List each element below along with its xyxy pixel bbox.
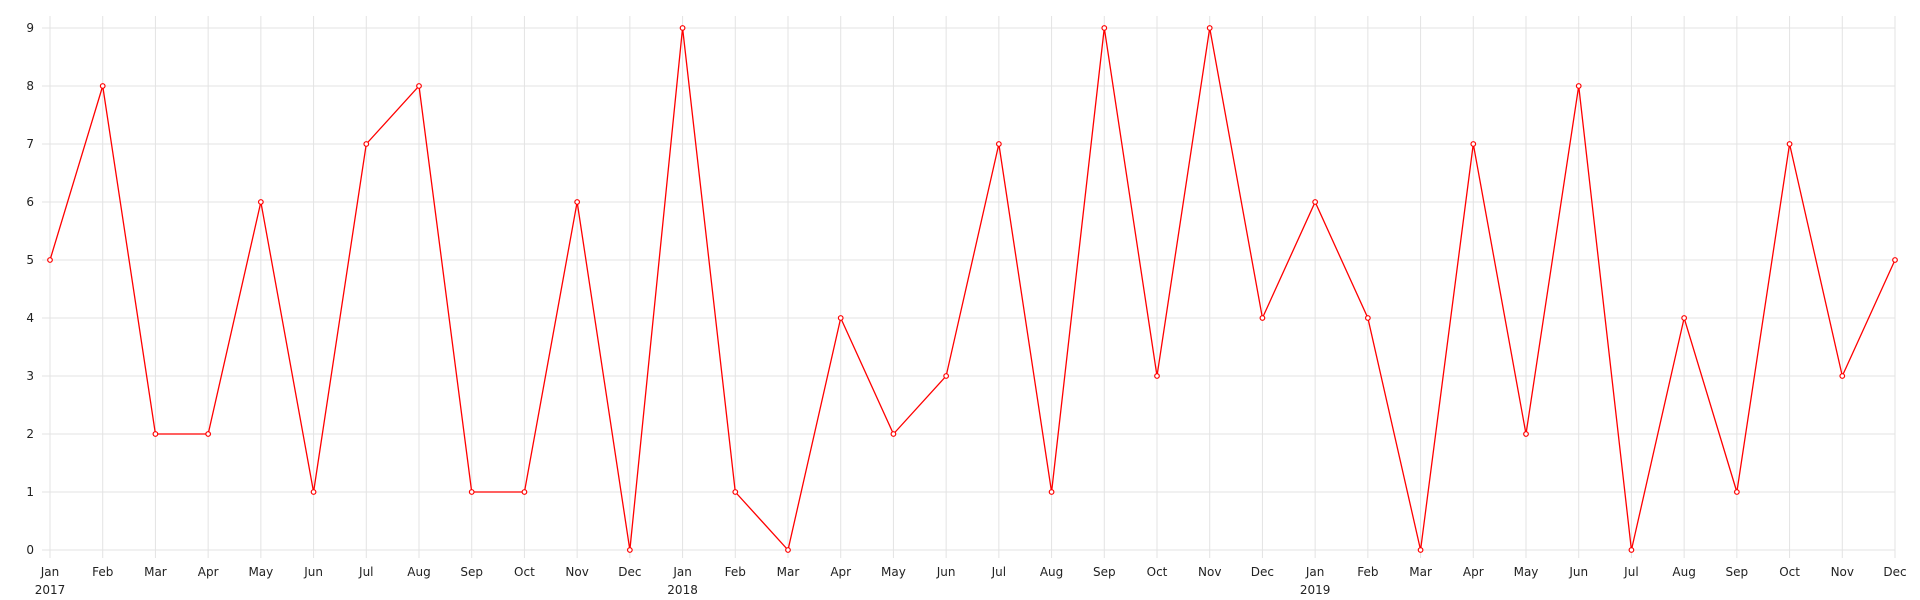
x-tick-label: Jan	[1305, 565, 1325, 579]
x-year-label: 2019	[1300, 583, 1331, 597]
data-point	[1681, 315, 1688, 321]
data-point	[574, 199, 581, 205]
x-tick-label: Nov	[1198, 565, 1221, 579]
x-tick-label: Aug	[1040, 565, 1063, 579]
x-tick-label: Mar	[777, 565, 800, 579]
data-point	[99, 83, 106, 89]
y-tick-label: 0	[26, 543, 34, 557]
data-point	[785, 547, 791, 553]
data-point	[1101, 25, 1108, 31]
x-tick-label: Nov	[565, 565, 588, 579]
x-tick-label: Apr	[1463, 565, 1484, 579]
data-point	[1048, 489, 1055, 495]
data-point	[1364, 315, 1371, 321]
series-line	[49, 27, 1896, 552]
y-tick-label: 8	[26, 79, 34, 93]
y-tick-label: 3	[26, 369, 34, 383]
x-tick-label: Jun	[936, 565, 956, 579]
x-tick-label: Mar	[1409, 565, 1432, 579]
x-tick-label: Jun	[1568, 565, 1588, 579]
data-point	[1892, 257, 1898, 263]
data-point	[1839, 373, 1846, 379]
x-tick-label: Feb	[1357, 565, 1378, 579]
x-tick-label: Dec	[618, 565, 641, 579]
data-point	[890, 431, 897, 437]
data-point	[1523, 431, 1529, 437]
x-tick-label: Apr	[830, 565, 851, 579]
data-point	[1154, 373, 1160, 379]
x-tick-label: Sep	[1093, 565, 1116, 579]
x-tick-label: Dec	[1883, 565, 1906, 579]
y-tick-label: 9	[26, 21, 34, 35]
y-tick-label: 2	[26, 427, 34, 441]
y-tick-label: 5	[26, 253, 34, 267]
data-points	[47, 25, 1898, 553]
data-point	[626, 547, 633, 553]
x-tick-label: Dec	[1251, 565, 1274, 579]
x-tick-label: Aug	[1672, 565, 1695, 579]
data-point	[363, 141, 370, 147]
y-tick-label: 1	[26, 485, 34, 499]
x-tick-label: Apr	[198, 565, 219, 579]
data-point	[1575, 83, 1582, 89]
x-tick-label: Oct	[1779, 565, 1800, 579]
x-tick-label: Sep	[460, 565, 483, 579]
data-point	[1786, 141, 1793, 147]
x-tick-label: Aug	[407, 565, 430, 579]
data-point	[310, 489, 317, 495]
data-point	[468, 489, 475, 495]
x-tick-label: Jul	[1623, 565, 1638, 579]
y-tick-label: 6	[26, 195, 34, 209]
x-tick-label: May	[881, 565, 906, 579]
x-tick-label: Nov	[1831, 565, 1854, 579]
x-tick-label: Jun	[303, 565, 323, 579]
data-point	[521, 489, 528, 495]
x-tick-label: Feb	[92, 565, 113, 579]
y-tick-label: 4	[26, 311, 34, 325]
x-tick-label: Jul	[358, 565, 373, 579]
data-point	[732, 489, 739, 495]
data-point	[1417, 547, 1424, 553]
data-point	[47, 257, 53, 263]
x-tick-label: May	[248, 565, 273, 579]
x-tick-label: Mar	[144, 565, 167, 579]
x-tick-label: Jan	[672, 565, 692, 579]
data-point	[837, 315, 844, 321]
grid	[42, 16, 1896, 558]
data-point	[1259, 315, 1266, 321]
data-point	[995, 141, 1002, 147]
y-tick-label: 7	[26, 137, 34, 151]
data-point	[257, 199, 264, 205]
data-point	[416, 83, 422, 89]
x-tick-label: Sep	[1726, 565, 1749, 579]
data-point	[1470, 141, 1477, 147]
x-tick-label: Oct	[1147, 565, 1168, 579]
data-point	[943, 373, 950, 379]
data-point	[1206, 25, 1213, 31]
x-tick-label: Oct	[514, 565, 535, 579]
data-point	[1733, 489, 1740, 495]
x-tick-label: Jan	[40, 565, 60, 579]
data-point	[1628, 547, 1635, 553]
x-tick-label: Jul	[991, 565, 1006, 579]
x-tick-label: May	[1514, 565, 1539, 579]
x-tick-label: Feb	[725, 565, 746, 579]
x-axis-ticks: Jan Feb Mar Apr May Jun Jul Aug Sep Oct Nov Dec Jan F…	[35, 565, 1907, 597]
x-year-label: 2017	[35, 583, 66, 597]
series-layer	[49, 27, 1896, 552]
y-axis-ticks: 0 1 2 3 4 5 6 7 8 9	[26, 21, 34, 557]
data-point	[205, 431, 212, 437]
data-point	[152, 431, 159, 437]
data-point	[679, 25, 686, 31]
data-point	[1312, 199, 1319, 205]
x-year-label: 2018	[667, 583, 698, 597]
